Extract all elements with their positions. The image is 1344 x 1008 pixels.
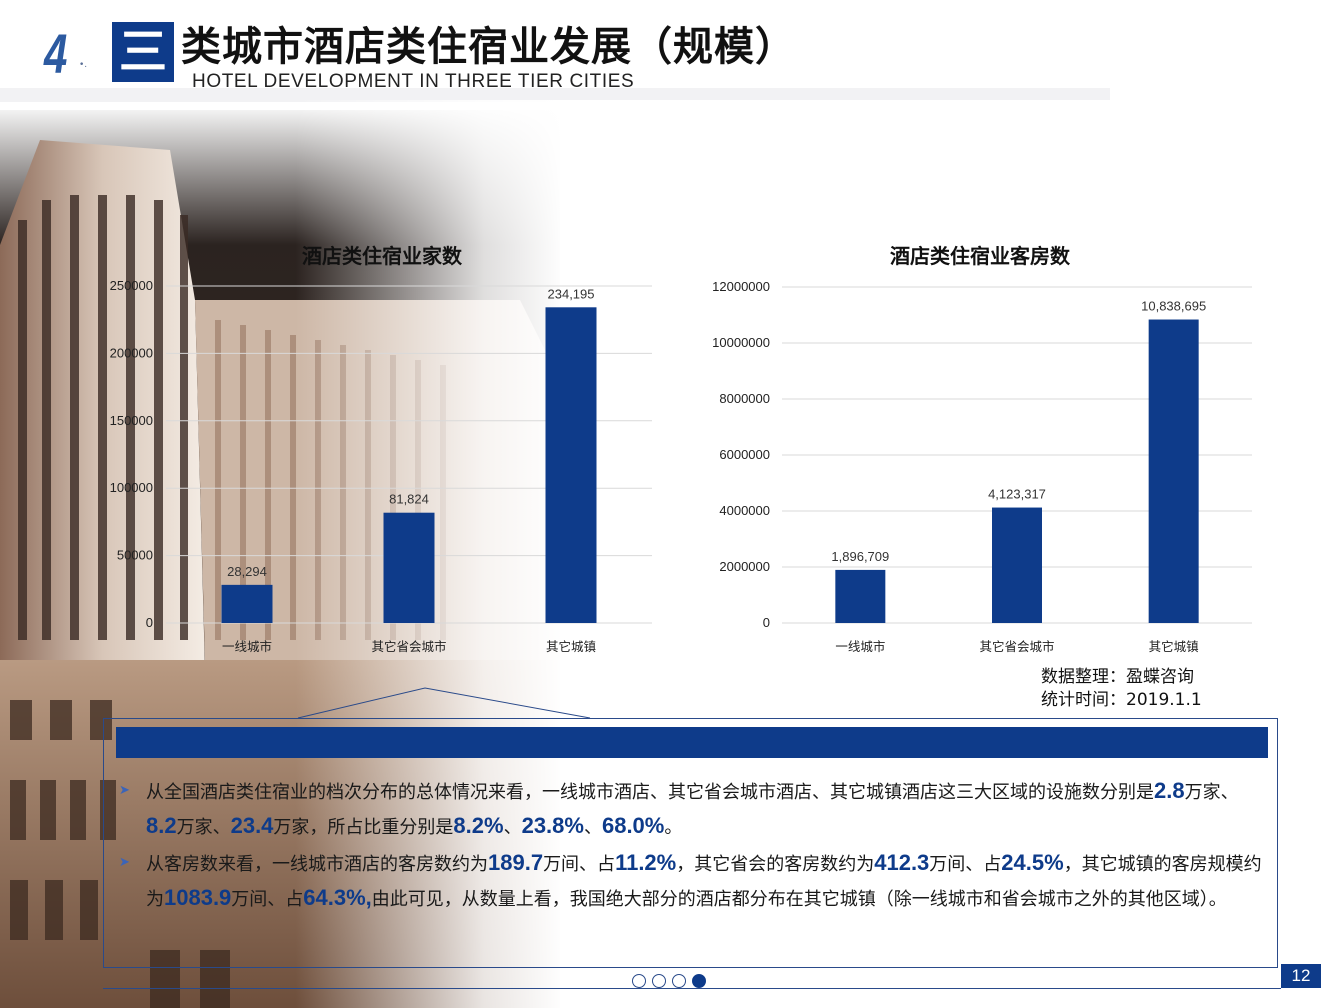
data-label: 81,824 [389,492,429,507]
bar [545,307,597,623]
value-highlight: 8.2% [453,813,504,838]
value-highlight: 1083.9 [164,885,232,910]
section-box: 三 [112,22,174,82]
page-number: 12 [1281,964,1321,988]
y-tick-label: 2000000 [719,559,770,574]
category-label: 其它省会城市 [979,639,1054,654]
page-title: 类城市酒店类住宿业发展（规模） [181,24,796,70]
data-label: 28,294 [227,564,267,579]
section-number: 4 [44,22,67,85]
hotel-count-chart: 酒店类住宿业家数 0 50000 100000 150000 200000 250000 2… [100,236,660,666]
source-line-2: 统计时间：2019.1.1 [1041,690,1202,710]
data-label: 10,838,695 [1141,299,1206,314]
source-note: 数据整理：盈蝶咨询 统计时间：2019.1.1 [1041,666,1202,712]
value-highlight: 24.5% [1001,850,1064,875]
summary-bullet-2: ➤ 从客房数来看，一线城市酒店的客房数约为189.7万间、占11.2%，其它省会的… [116,846,1266,916]
value-highlight: 23.4 [230,813,274,838]
y-tick-label: 8000000 [719,391,770,406]
chart-title: 酒店类住宿业客房数 [890,244,1070,268]
pager-dot-4[interactable] [692,974,706,988]
source-line-1: 数据整理：盈蝶咨询 [1041,667,1194,687]
value-highlight: 2.8 [1154,778,1185,803]
summary-box [103,718,1278,968]
summary-bullet-1: ➤ 从全国酒店类住宿业的档次分布的总体情况来看，一线城市酒店、其它省会城市酒店、其… [116,774,1266,844]
arrow-bullet-icon: ➤ [119,855,130,870]
y-tick-label: 250000 [110,278,153,293]
category-label: 一线城市 [222,639,272,654]
y-tick-label: 12000000 [712,279,770,294]
category-label: 一线城市 [835,639,885,654]
category-label: 其它城镇 [1149,639,1199,654]
page-subtitle: HOTEL DEVELOPMENT IN THREE TIER CITIES [192,71,635,92]
section-box-char: 三 [118,24,167,80]
y-tick-label: 150000 [110,413,153,428]
pager-dot-1[interactable] [632,974,646,988]
pager-dot-3[interactable] [672,974,686,988]
value-highlight: 11.2% [615,850,677,875]
room-count-chart: 酒店类住宿业客房数 0 2000000 4000000 6000000 8000000 1… [700,236,1270,666]
pager-dot-2[interactable] [652,974,666,988]
data-label: 234,195 [548,286,595,301]
y-tick-label: 100000 [110,480,153,495]
summary-header-bar [116,727,1268,758]
category-label: 其它省会城市 [371,639,446,654]
slide-pager [632,974,706,990]
chart-title: 酒店类住宿业家数 [302,244,462,268]
y-tick-label: 200000 [110,345,153,360]
bar [835,569,886,623]
bar [221,584,273,623]
y-tick-label: 0 [146,615,153,630]
arrow-bullet-icon: ➤ [119,783,130,798]
section-number-dots: •. [79,60,88,70]
data-label: 4,123,317 [988,487,1046,502]
bar [383,512,435,623]
y-tick-label: 4000000 [719,503,770,518]
y-tick-label: 10000000 [712,335,770,350]
hotel-count-chart-plot: 0 50000 100000 150000 200000 250000 28,294 一线城市… [110,278,652,654]
y-tick-label: 50000 [117,548,153,563]
value-highlight: 23.8% [521,813,584,838]
value-highlight: 64.3%, [303,885,372,910]
bar [992,507,1042,623]
value-highlight: 412.3 [874,850,930,875]
value-highlight: 8.2 [146,813,177,838]
summary-text: ➤ 从全国酒店类住宿业的档次分布的总体情况来看，一线城市酒店、其它省会城市酒店、其… [116,774,1266,916]
y-tick-label: 6000000 [719,447,770,462]
category-label: 其它城镇 [546,639,596,654]
y-tick-label: 0 [763,615,770,630]
room-count-chart-plot: 0 2000000 4000000 6000000 8000000 10000000 120… [712,279,1252,654]
footer-line [103,988,1281,989]
value-highlight: 189.7 [488,850,544,875]
data-label: 1,896,709 [831,549,889,564]
bar [1148,319,1199,623]
value-highlight: 68.0% [601,813,665,838]
